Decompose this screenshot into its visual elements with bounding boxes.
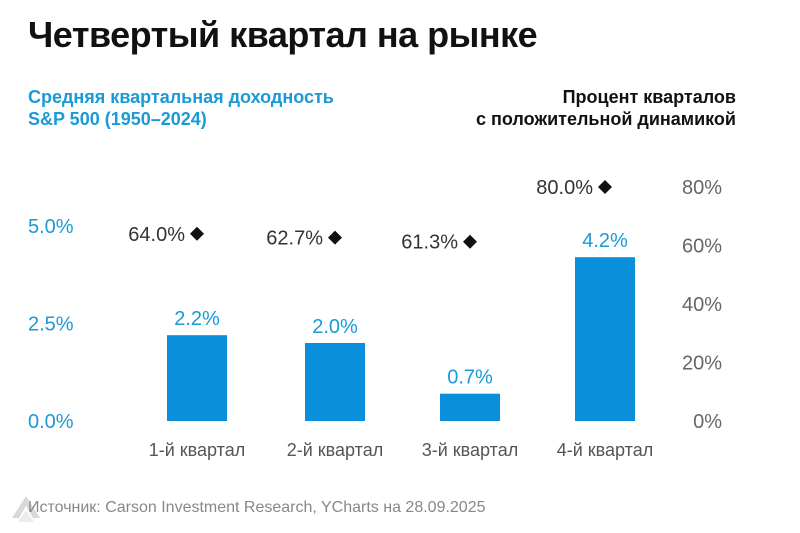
x-axis-category-label: 2-й квартал: [287, 440, 383, 460]
bar: [167, 335, 227, 421]
positive-quarter-marker: [463, 234, 477, 249]
bar-value-label: 2.2%: [174, 308, 220, 330]
source-note: Источник: Carson Investment Research, YC…: [28, 499, 486, 516]
x-axis-category-label: 3-й квартал: [422, 440, 518, 460]
bar: [575, 257, 635, 421]
left-axis-tick-label: 5.0%: [28, 216, 74, 238]
positive-quarter-label: 64.0%: [128, 224, 185, 246]
bar: [305, 343, 365, 421]
positive-quarter-label: 61.3%: [401, 232, 458, 254]
x-axis-category-label: 4-й квартал: [557, 440, 653, 460]
right-axis-tick-label: 40%: [682, 294, 722, 316]
bar-value-label: 4.2%: [582, 230, 628, 252]
right-subtitle-line-1: Процент кварталов: [562, 87, 736, 107]
positive-quarter-marker: [598, 180, 612, 194]
right-subtitle-line-2: с положительной динамикой: [475, 109, 736, 129]
bar-value-label: 0.7%: [447, 367, 493, 389]
left-subtitle-line-2: S&P 500 (1950–2024): [28, 109, 207, 129]
bar: [440, 393, 500, 421]
x-axis-category-label: 1-й квартал: [149, 440, 245, 460]
chart-title: Четвертый квартал на рынке: [28, 14, 538, 55]
positive-quarter-label: 80.0%: [536, 177, 593, 199]
positive-quarter-label: 62.7%: [266, 228, 323, 250]
left-axis-tick-label: 0.0%: [28, 411, 74, 433]
positive-quarter-marker: [190, 226, 204, 241]
right-axis-tick-label: 60%: [682, 236, 722, 258]
bar-value-label: 2.0%: [312, 316, 358, 338]
left-subtitle-line-1: Средняя квартальная доходность: [28, 87, 334, 107]
right-axis-tick-label: 20%: [682, 353, 722, 375]
left-axis-subtitle: Средняя квартальная доходность S&P 500 (…: [28, 86, 334, 130]
right-axis-tick-label: 0%: [693, 411, 722, 433]
right-axis-subtitle: Процент кварталов с положительной динами…: [476, 86, 736, 130]
logo-icon: [6, 488, 46, 528]
left-axis-tick-label: 2.5%: [28, 314, 74, 336]
right-axis-tick-label: 80%: [682, 177, 722, 199]
positive-quarter-marker: [328, 230, 342, 245]
